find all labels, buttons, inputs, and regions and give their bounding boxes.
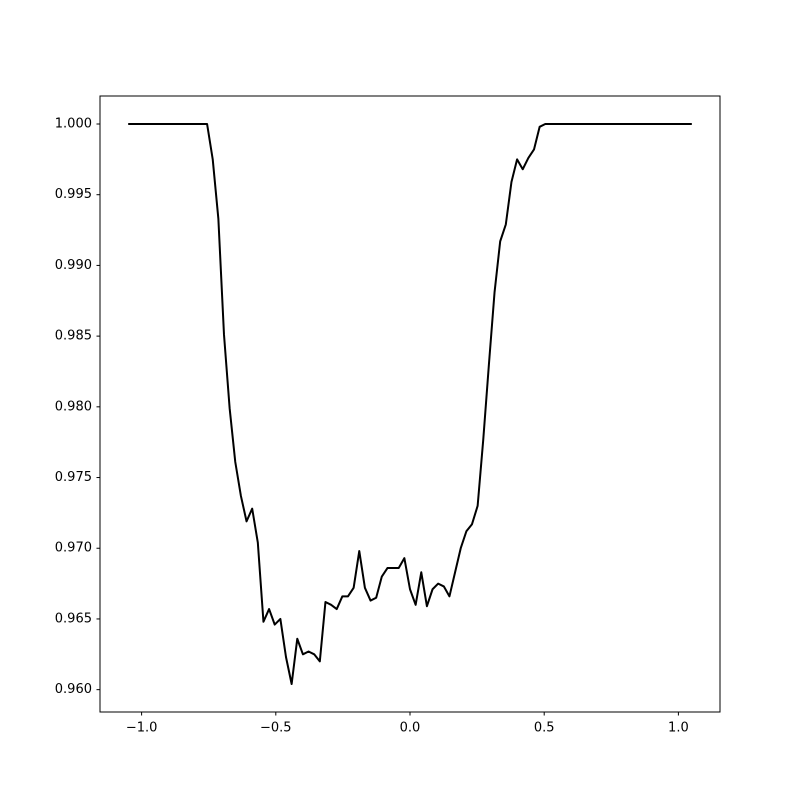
- y-tick-label: 0.965: [55, 611, 92, 626]
- x-tick-label: 0.5: [534, 721, 555, 736]
- x-tick-label: −1.0: [126, 721, 158, 736]
- y-tick-label: 1.000: [55, 117, 92, 132]
- y-tick-label: 0.975: [55, 470, 92, 485]
- y-tick-label: 0.970: [55, 541, 92, 556]
- y-tick-label: 0.990: [55, 258, 92, 273]
- plot-frame: [99, 95, 721, 713]
- y-tick-label: 0.960: [55, 682, 92, 697]
- x-tick-label: 0.0: [400, 721, 421, 736]
- x-tick-label: 1.0: [668, 721, 689, 736]
- data-line: [128, 123, 692, 685]
- y-tick-label: 0.985: [55, 329, 92, 344]
- x-tick-label: −0.5: [260, 721, 292, 736]
- y-tick-label: 0.980: [55, 399, 92, 414]
- y-tick-label: 0.995: [55, 187, 92, 202]
